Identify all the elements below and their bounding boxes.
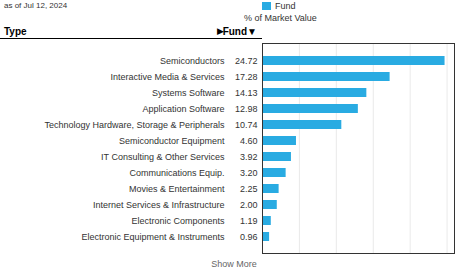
- svg-text:Electronic Equipment & Instrum: Electronic Equipment & Instruments: [81, 232, 225, 242]
- svg-text:Application Software: Application Software: [142, 104, 224, 114]
- svg-text:Interactive Media & Services: Interactive Media & Services: [110, 72, 225, 82]
- svg-text:3.92: 3.92: [240, 152, 258, 162]
- svg-text:12.98: 12.98: [235, 104, 258, 114]
- svg-text:2.00: 2.00: [240, 200, 258, 210]
- html-text:Show More: Show More: [211, 259, 257, 269]
- html-text:Type: Type: [4, 26, 27, 37]
- svg-text:1.19: 1.19: [240, 216, 258, 226]
- svg-text:17.28: 17.28: [235, 72, 258, 82]
- svg-text:14.13: 14.13: [235, 88, 258, 98]
- html-text:as of Jul 12, 2024: as of Jul 12, 2024: [4, 1, 68, 10]
- svg-text:Electronic Components: Electronic Components: [131, 216, 225, 226]
- svg-text:Technology Hardware, Storage &: Technology Hardware, Storage & Periphera…: [44, 120, 225, 130]
- svg-text:10.74: 10.74: [235, 120, 258, 130]
- svg-text:Semiconductors: Semiconductors: [160, 56, 225, 66]
- svg-text:3.20: 3.20: [240, 168, 258, 178]
- svg-text:0.96: 0.96: [240, 232, 258, 242]
- svg-text:24.72: 24.72: [235, 56, 258, 66]
- svg-text:4.60: 4.60: [240, 136, 258, 146]
- svg-text:Systems Software: Systems Software: [152, 88, 225, 98]
- svg-text:Movies & Entertainment: Movies & Entertainment: [129, 184, 225, 194]
- html-text:% of Market Value: % of Market Value: [244, 13, 317, 23]
- svg-text:Semiconductor Equipment: Semiconductor Equipment: [119, 136, 225, 146]
- html-text:▶ Fund▼: ▶ Fund▼: [217, 26, 257, 37]
- svg-text:Communications Equip.: Communications Equip.: [129, 168, 224, 178]
- svg-text:Internet Services & Infrastruc: Internet Services & Infrastructure: [93, 200, 225, 210]
- html-text:Fund: Fund: [275, 1, 296, 11]
- svg-text:2.25: 2.25: [240, 184, 258, 194]
- svg-text:IT Consulting & Other Services: IT Consulting & Other Services: [101, 152, 225, 162]
